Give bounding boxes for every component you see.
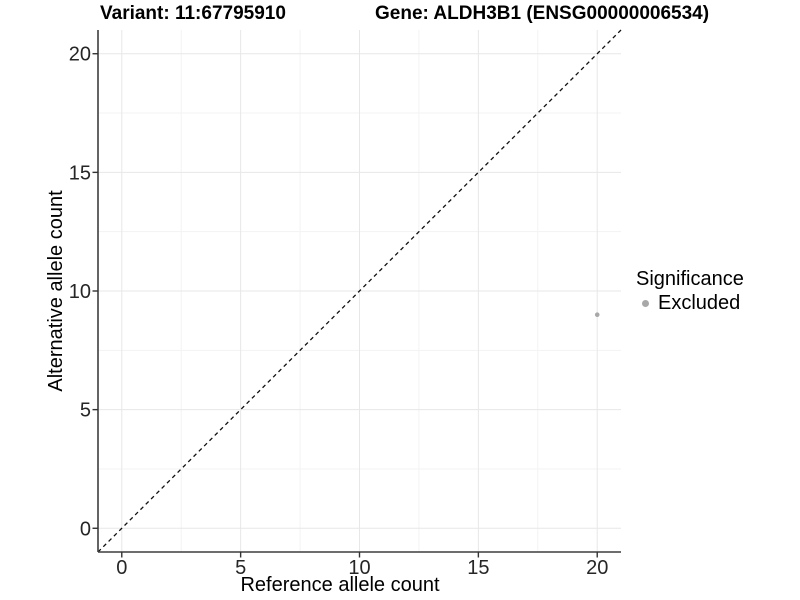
gene-title: Gene: ALDH3B1 (ENSG00000006534) xyxy=(375,3,710,24)
plot-shapes xyxy=(97,29,622,553)
x-tick-label: 10 xyxy=(348,557,370,579)
axes: 0 5 10 15 20 0 5 10 15 20 xyxy=(69,30,621,579)
y-tick-label: 0 xyxy=(80,518,91,540)
y-axis-title: Alternative allele count xyxy=(45,190,67,392)
variant-title: Variant: 11:67795910 xyxy=(100,3,286,24)
legend-item-excluded: Excluded xyxy=(636,292,744,315)
x-tick-label: 20 xyxy=(586,557,608,579)
y-tick-label: 5 xyxy=(80,400,91,422)
y-tick-label: 15 xyxy=(69,162,91,184)
legend-key xyxy=(636,294,654,314)
excluded-point-icon xyxy=(641,300,649,307)
x-axis-title: Reference allele count xyxy=(240,574,439,596)
data-point-excluded xyxy=(594,312,600,318)
legend: Significance Excluded xyxy=(636,268,744,315)
x-tick-label: 0 xyxy=(116,557,127,579)
x-tick-label: 15 xyxy=(467,557,489,579)
x-tick-label: 5 xyxy=(235,557,246,579)
legend-item-label: Excluded xyxy=(658,292,741,314)
y-tick-label: 20 xyxy=(69,44,91,66)
legend-title: Significance xyxy=(636,268,744,290)
identity-line xyxy=(97,29,622,553)
y-tick-label: 10 xyxy=(69,281,91,303)
